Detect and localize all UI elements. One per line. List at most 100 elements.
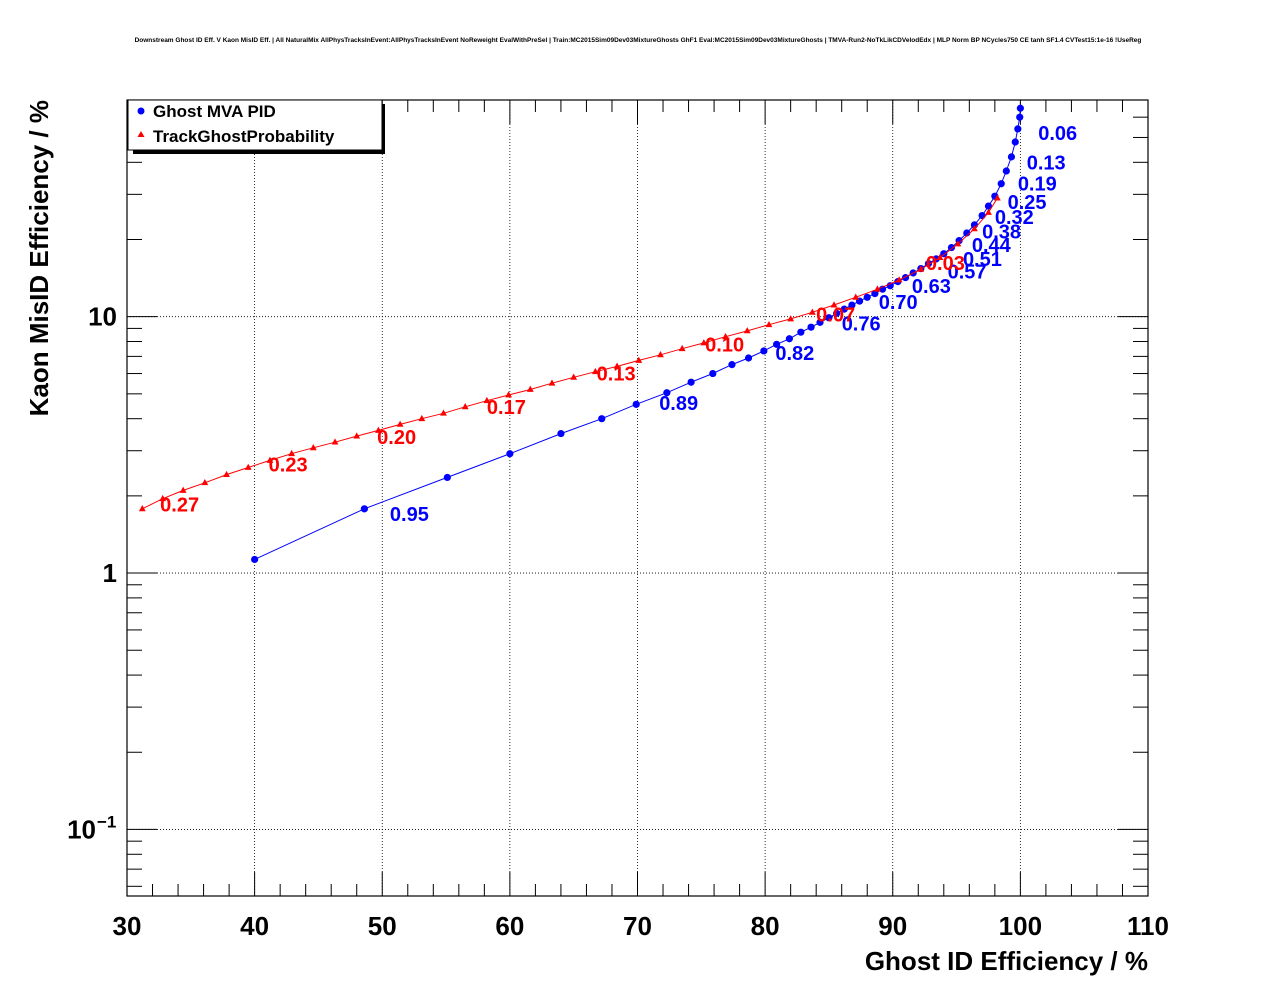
data-point (548, 379, 556, 386)
point-label: 0.82 (775, 343, 814, 365)
data-point (483, 396, 491, 404)
x-tick-label: 80 (751, 911, 780, 941)
data-point (840, 305, 848, 313)
point-label: 0.20 (377, 427, 416, 449)
data-point (159, 494, 167, 502)
legend: Ghost MVA PID TrackGhostProbability (127, 99, 385, 154)
x-tick-label: 110 (1127, 911, 1169, 941)
data-point (418, 414, 426, 422)
data-point (251, 555, 259, 564)
data-point (506, 450, 514, 458)
y-tick-label: 1 (103, 558, 117, 588)
data-point (773, 340, 781, 348)
data-point (797, 328, 805, 336)
data-point (954, 240, 962, 247)
x-tick-label: 70 (623, 911, 652, 941)
data-point (816, 318, 824, 326)
data-point (874, 285, 881, 292)
point-label: 0.13 (597, 364, 636, 386)
data-point (353, 432, 361, 439)
data-point (396, 420, 404, 427)
data-point (895, 276, 903, 283)
x-axis-tick-labels: 30 40 50 60 70 80 90 100 110 (113, 911, 1169, 941)
y-axis-title: Kaon MisID Efficiency / % (24, 100, 54, 416)
point-label: 0.23 (269, 455, 308, 477)
data-point (852, 293, 860, 300)
data-point (505, 391, 512, 398)
data-point (598, 415, 606, 423)
data-point (443, 473, 451, 482)
data-point (138, 505, 146, 512)
chart-title: Downstream Ghost ID Eff. V Kaon MisID Ef… (135, 37, 1142, 44)
point-label: 0.17 (487, 397, 526, 419)
data-point (807, 323, 815, 331)
data-point (557, 429, 565, 438)
point-label: 0.27 (160, 495, 199, 517)
point-label: 0.70 (879, 292, 918, 314)
data-point (687, 378, 695, 386)
data-point (886, 282, 894, 290)
data-point (787, 315, 795, 322)
data-point (744, 354, 753, 362)
point-label: 0.03 (926, 253, 965, 275)
data-point (728, 361, 736, 369)
data-point (266, 456, 274, 463)
data-point (722, 332, 729, 340)
x-tick-label: 30 (113, 911, 142, 941)
point-label: 0.44 (972, 235, 1012, 257)
legend-box (127, 99, 383, 151)
data-point (1002, 167, 1010, 175)
point-label: 0.25 (1008, 192, 1047, 214)
legend-label-trackghostprobability: TrackGhostProbability (153, 127, 335, 146)
data-point (700, 339, 708, 346)
x-axis-title: Ghost ID Efficiency / % (865, 946, 1148, 976)
data-point (760, 347, 768, 355)
point-label: 0.10 (705, 334, 744, 356)
point-label: 0.32 (995, 207, 1034, 229)
data-point (743, 327, 751, 334)
legend-label-ghost-mva-pid: Ghost MVA PID (153, 102, 276, 121)
point-label: 0.63 (912, 276, 951, 298)
data-point (331, 438, 339, 445)
data-point (591, 367, 599, 375)
data-point (825, 314, 833, 322)
data-point (947, 243, 956, 252)
data-point (808, 308, 816, 315)
data-point (985, 208, 992, 215)
data-point (709, 369, 717, 378)
data-point (994, 194, 1001, 201)
data-point (765, 320, 773, 328)
x-tick-label: 50 (368, 911, 397, 941)
data-point (632, 400, 640, 408)
point-label: 0.19 (1018, 174, 1057, 196)
data-point (461, 403, 469, 410)
data-point (635, 356, 643, 363)
point-label: 0.13 (1027, 152, 1066, 174)
grid (127, 100, 1148, 896)
data-point (1016, 113, 1024, 121)
point-label: 0.57 (948, 262, 987, 284)
series-layer (138, 104, 1024, 564)
legend-marker-ghost-mva-pid (137, 107, 145, 115)
data-point (997, 180, 1005, 188)
data-point (917, 265, 925, 272)
point-label: 0.07 (816, 304, 855, 326)
data-point (663, 389, 671, 397)
data-point (863, 293, 871, 301)
data-point (984, 202, 993, 210)
data-point (971, 225, 978, 232)
data-point (936, 253, 944, 260)
data-point (201, 478, 209, 486)
y-tick-label: 10 (67, 814, 96, 844)
data-point (288, 449, 296, 457)
data-point (526, 385, 534, 392)
series-ghost-mva-pid (251, 104, 1024, 564)
data-point (360, 505, 368, 513)
point-label: 0.06 (1038, 123, 1077, 145)
data-point (657, 351, 664, 358)
point-label: 0.51 (963, 249, 1002, 271)
data-point (978, 211, 986, 220)
x-tick-label: 100 (999, 911, 1042, 941)
point-label: 0.38 (982, 221, 1021, 243)
data-point (440, 409, 447, 416)
